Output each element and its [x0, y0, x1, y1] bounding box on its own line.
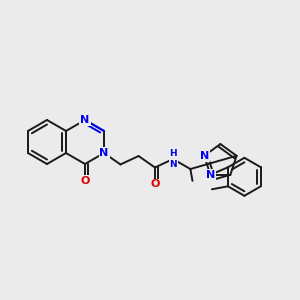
Text: N: N [80, 115, 90, 125]
Text: H
N: H N [169, 149, 177, 169]
Text: N: N [206, 170, 215, 180]
Text: O: O [150, 179, 160, 190]
Text: O: O [80, 176, 90, 186]
Text: N: N [99, 148, 109, 158]
Text: N: N [200, 151, 209, 161]
